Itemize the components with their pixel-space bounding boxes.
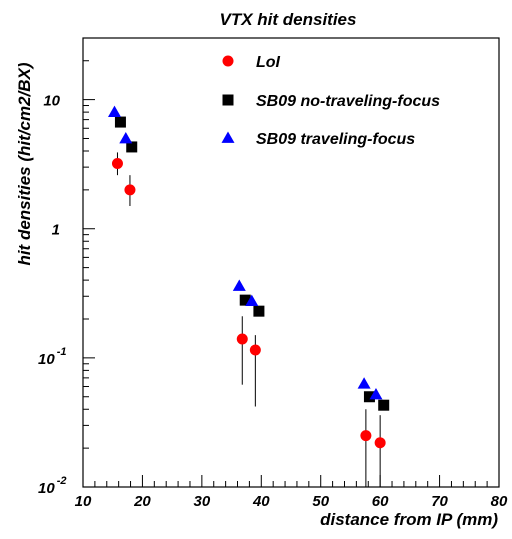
x-tick-label: 70 <box>431 493 448 510</box>
data-markers <box>107 105 390 449</box>
legend-marker-square <box>222 94 234 106</box>
data-point-circle <box>111 158 123 170</box>
legend-marker-circle <box>222 55 234 67</box>
data-point-square <box>378 399 390 411</box>
y-tick-label: 10 -2 <box>38 475 66 497</box>
x-axis-label: distance from IP (mm) <box>320 510 498 529</box>
data-point-circle <box>236 333 248 345</box>
x-axis-ticks <box>82 475 500 487</box>
y-axis-label: hit densities (hit/cm2/BX) <box>15 62 34 265</box>
data-point-circle <box>124 184 136 196</box>
data-point-circle <box>374 437 386 449</box>
legend-marker-triangle <box>221 131 235 143</box>
legend: LoI SB09 no-traveling-focus SB09 traveling… <box>221 54 440 148</box>
data-point-triangle <box>245 294 259 307</box>
data-point-square <box>126 141 138 153</box>
y-axis-ticks <box>83 60 95 488</box>
data-point-triangle <box>369 388 383 400</box>
x-axis-tick-labels: 10 20 30 40 50 60 70 80 <box>75 493 508 510</box>
legend-label: SB09 traveling-focus <box>256 131 415 148</box>
y-tick-label: 10 -1 <box>38 346 66 368</box>
y-tick-label: 10 <box>43 93 60 110</box>
plot-frame <box>82 37 500 488</box>
x-tick-label: 60 <box>372 493 389 510</box>
legend-label: SB09 no-traveling-focus <box>256 93 440 110</box>
data-point-triangle <box>119 131 133 144</box>
x-tick-label: 80 <box>491 493 508 510</box>
x-tick-label: 10 <box>75 493 92 510</box>
data-point-square <box>363 391 375 403</box>
x-tick-label: 40 <box>252 493 270 510</box>
x-tick-label: 50 <box>312 493 329 510</box>
data-point-square <box>239 294 251 306</box>
y-tick-label: 1 <box>52 222 60 239</box>
error-bars <box>116 152 381 487</box>
legend-label: LoI <box>256 54 281 71</box>
data-point-circle <box>249 344 261 356</box>
data-point-circle <box>360 430 372 442</box>
data-point-triangle <box>357 377 371 389</box>
chart-title: VTX hit densities <box>220 10 357 29</box>
data-point-square <box>114 116 126 128</box>
x-tick-label: 30 <box>194 493 211 510</box>
x-tick-label: 20 <box>133 493 151 510</box>
y-axis-tick-labels: 10 -2 10 -1 1 10 <box>38 93 66 497</box>
data-point-triangle <box>232 279 246 291</box>
data-point-triangle <box>107 105 121 117</box>
data-point-square <box>253 305 265 317</box>
